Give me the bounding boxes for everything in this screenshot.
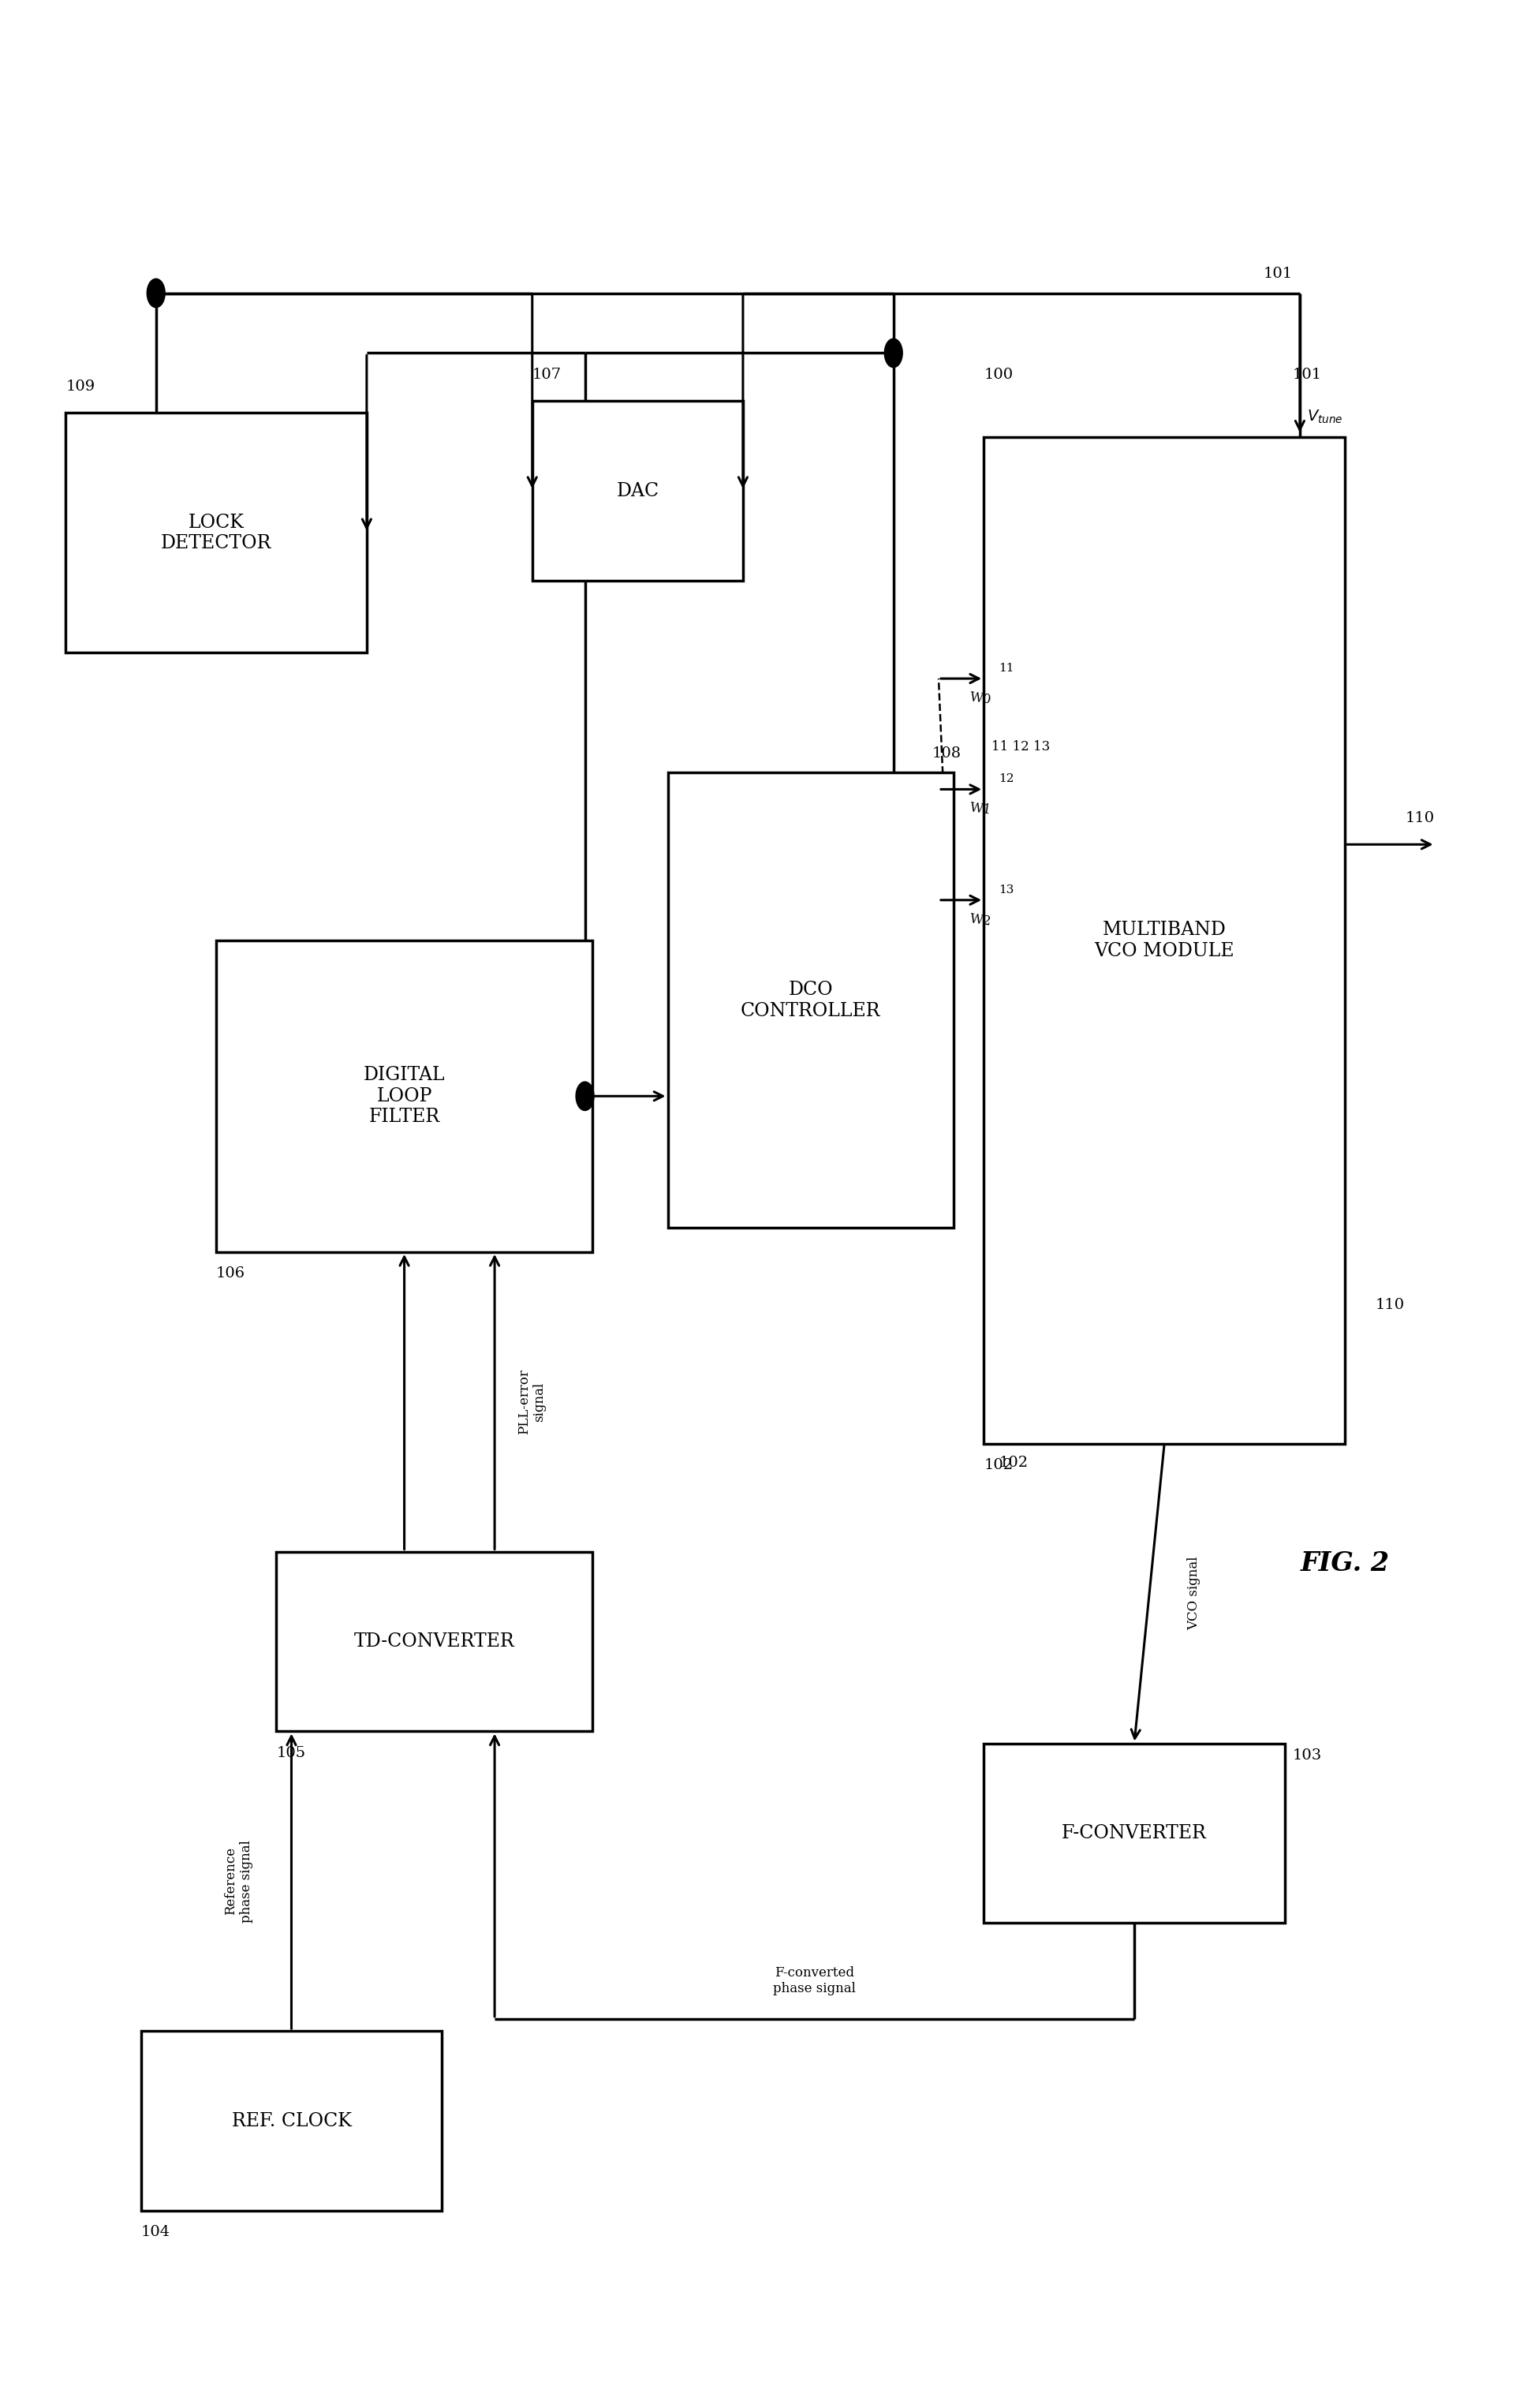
Text: 100: 100 [984, 368, 1013, 383]
Text: 13: 13 [999, 884, 1014, 896]
FancyBboxPatch shape [667, 773, 954, 1228]
Text: 107: 107 [532, 368, 561, 383]
Text: 103: 103 [1292, 1748, 1322, 1763]
Text: 109: 109 [65, 380, 96, 395]
Circle shape [576, 1081, 594, 1110]
Text: 102: 102 [984, 1459, 1013, 1471]
FancyBboxPatch shape [217, 942, 593, 1252]
FancyBboxPatch shape [984, 1743, 1284, 1924]
Text: 106: 106 [217, 1267, 246, 1281]
Text: W1: W1 [969, 802, 993, 819]
Text: W2: W2 [969, 913, 993, 929]
Text: 104: 104 [141, 2225, 170, 2239]
Circle shape [884, 340, 902, 368]
FancyBboxPatch shape [984, 436, 1345, 1445]
Text: PLL-error
signal: PLL-error signal [517, 1370, 546, 1435]
Text: 108: 108 [932, 746, 961, 761]
Text: TD-CONVERTER: TD-CONVERTER [355, 1633, 515, 1649]
FancyBboxPatch shape [532, 402, 743, 580]
Circle shape [147, 279, 165, 308]
Text: 101: 101 [1263, 267, 1292, 282]
Text: 11: 11 [999, 662, 1014, 674]
Text: REF. CLOCK: REF. CLOCK [232, 2112, 352, 2131]
FancyBboxPatch shape [141, 2030, 443, 2211]
Text: 102: 102 [999, 1457, 1028, 1469]
Text: 12: 12 [999, 773, 1014, 785]
Text: MULTIBAND
VCO MODULE: MULTIBAND VCO MODULE [1095, 920, 1234, 961]
Text: VCO signal: VCO signal [1187, 1556, 1201, 1630]
Text: DIGITAL
LOOP
FILTER: DIGITAL LOOP FILTER [364, 1067, 446, 1127]
Text: $V_{tune}$: $V_{tune}$ [1307, 407, 1343, 424]
FancyBboxPatch shape [276, 1551, 593, 1731]
Text: 105: 105 [276, 1746, 306, 1760]
Text: Reference
phase signal: Reference phase signal [224, 1840, 253, 1922]
Text: LOCK
DETECTOR: LOCK DETECTOR [161, 513, 271, 551]
Text: 110: 110 [1375, 1298, 1404, 1312]
Text: 110: 110 [1405, 811, 1434, 826]
Text: FIG. 2: FIG. 2 [1301, 1551, 1390, 1577]
Text: 11 12 13: 11 12 13 [991, 739, 1051, 754]
Text: F-converted
phase signal: F-converted phase signal [773, 1967, 857, 1994]
Text: DAC: DAC [615, 482, 659, 501]
FancyBboxPatch shape [65, 414, 367, 653]
Text: F-CONVERTER: F-CONVERTER [1061, 1825, 1207, 1842]
Text: 101: 101 [1292, 368, 1322, 383]
Text: DCO
CONTROLLER: DCO CONTROLLER [741, 980, 881, 1021]
Text: W0: W0 [969, 691, 993, 708]
